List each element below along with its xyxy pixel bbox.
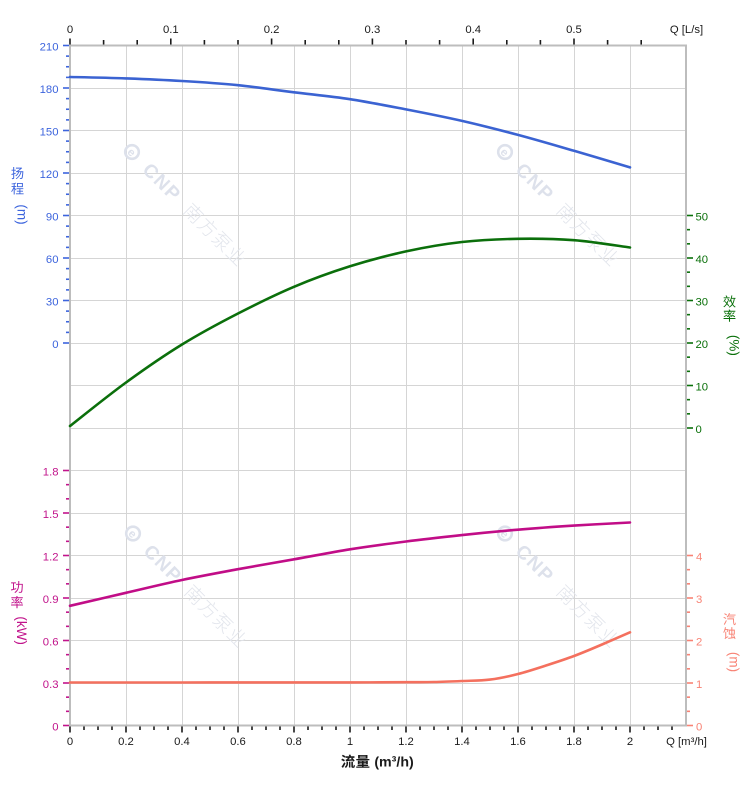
svg-text:1: 1: [347, 736, 353, 748]
svg-text:(m): (m): [727, 652, 742, 672]
svg-text:0.6: 0.6: [43, 637, 59, 649]
svg-text:0.6: 0.6: [230, 736, 246, 748]
svg-text:0.4: 0.4: [465, 24, 481, 36]
svg-text:(kW): (kW): [14, 616, 29, 644]
svg-text:50: 50: [696, 212, 709, 224]
svg-text:2: 2: [627, 736, 633, 748]
svg-text:4: 4: [696, 552, 702, 564]
svg-text:0.2: 0.2: [118, 736, 134, 748]
svg-text:180: 180: [40, 84, 59, 96]
svg-text:(m): (m): [15, 204, 30, 224]
svg-text:(m³/h): (m³/h): [370, 754, 414, 770]
svg-text:0: 0: [696, 424, 702, 436]
svg-text:20: 20: [696, 339, 709, 351]
svg-text:0.2: 0.2: [264, 24, 280, 36]
svg-text:0.3: 0.3: [43, 679, 59, 691]
svg-text:(%): (%): [727, 335, 742, 356]
svg-text:210: 210: [40, 42, 59, 54]
svg-text:0.9: 0.9: [43, 594, 59, 606]
svg-text:0.5: 0.5: [566, 24, 582, 36]
svg-text:0: 0: [67, 736, 73, 748]
svg-text:1.4: 1.4: [454, 736, 470, 748]
svg-text:1.2: 1.2: [43, 552, 59, 564]
svg-text:3: 3: [696, 594, 702, 606]
svg-text:1.8: 1.8: [566, 736, 582, 748]
svg-text:30: 30: [46, 297, 59, 309]
svg-text:0.8: 0.8: [286, 736, 302, 748]
svg-text:1.6: 1.6: [510, 736, 526, 748]
svg-text:40: 40: [696, 254, 709, 266]
svg-text:Q [L/s]: Q [L/s]: [670, 24, 703, 36]
svg-text:0: 0: [52, 339, 58, 351]
svg-text:10: 10: [696, 382, 709, 394]
svg-text:0: 0: [696, 722, 702, 734]
svg-text:60: 60: [46, 254, 59, 266]
svg-text:0: 0: [67, 24, 73, 36]
svg-text:1: 1: [696, 679, 702, 691]
svg-text:90: 90: [46, 212, 59, 224]
svg-text:1.5: 1.5: [43, 509, 59, 521]
svg-text:0.3: 0.3: [365, 24, 381, 36]
svg-text:0.4: 0.4: [174, 736, 190, 748]
svg-text:150: 150: [40, 127, 59, 139]
svg-text:120: 120: [40, 169, 59, 181]
svg-text:0: 0: [52, 722, 58, 734]
svg-text:2: 2: [696, 637, 702, 649]
svg-text:1.8: 1.8: [43, 467, 59, 479]
svg-text:1.2: 1.2: [398, 736, 414, 748]
svg-text:0.1: 0.1: [163, 24, 179, 36]
svg-text:Q [m³/h]: Q [m³/h]: [666, 736, 707, 748]
svg-text:30: 30: [696, 297, 709, 309]
